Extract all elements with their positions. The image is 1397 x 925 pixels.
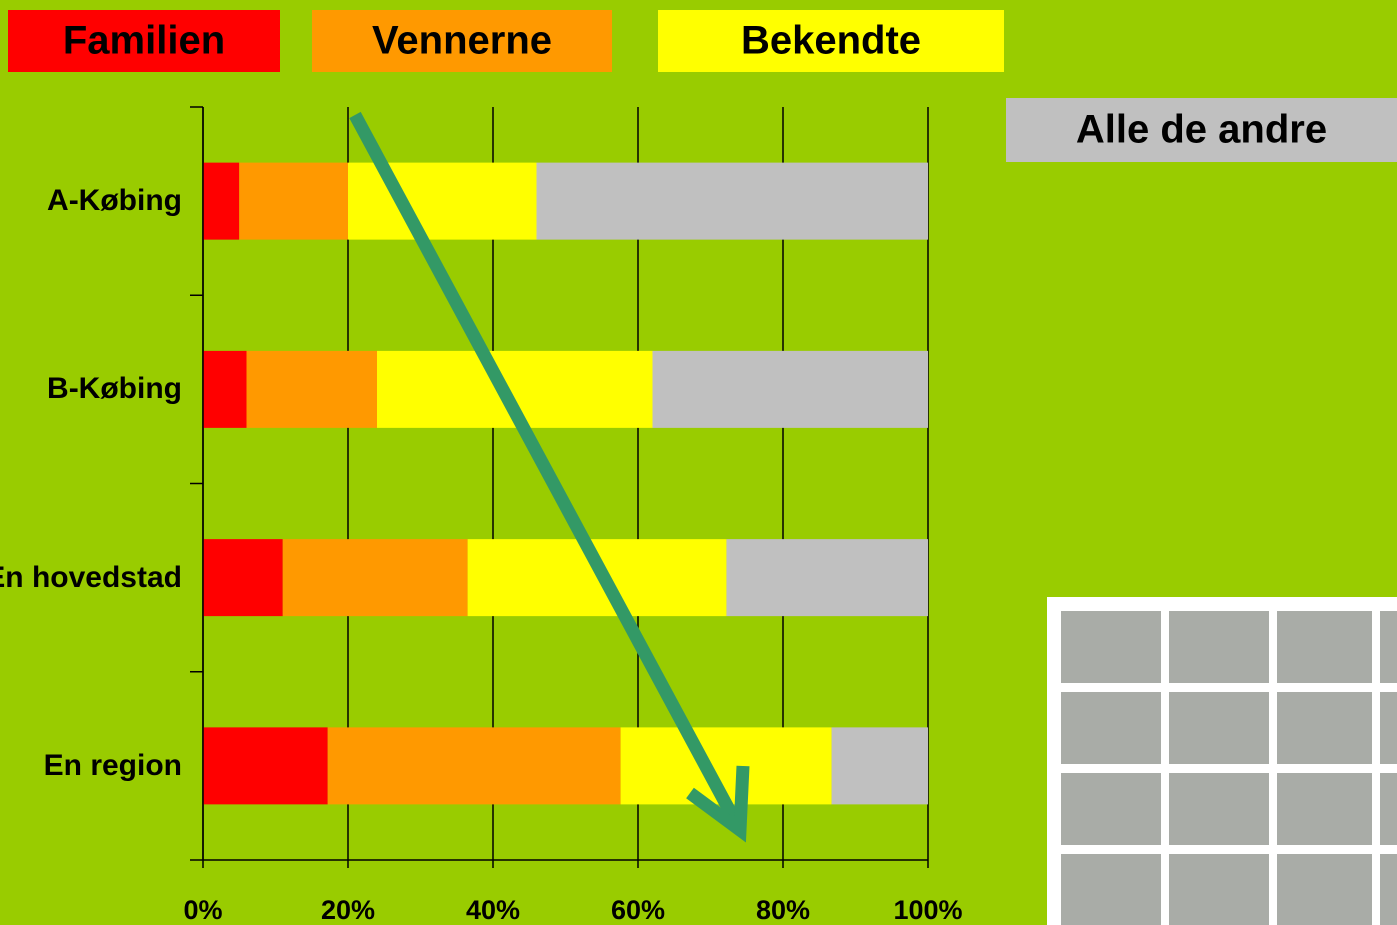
bar-segment (328, 727, 621, 804)
bar-segment (283, 539, 468, 616)
x-tick-label: 40% (466, 895, 520, 925)
x-tick-label: 80% (756, 895, 810, 925)
photo-grid (1047, 597, 1397, 925)
legend-label: Alle de andre (1076, 108, 1327, 152)
bar-segment (726, 539, 928, 616)
x-tick-label: 60% (611, 895, 665, 925)
slide: {"chart_data": {"type": "bar", "orientat… (0, 0, 1397, 925)
x-tick-label: 20% (321, 895, 375, 925)
category-label-box: A-Købing (0, 178, 182, 224)
bar-segment (203, 163, 239, 240)
bar-segment (653, 351, 929, 428)
category-label: A-Købing (47, 178, 182, 224)
bar-segment (239, 163, 348, 240)
x-tick-label: 0% (183, 895, 222, 925)
bar-segment (537, 163, 929, 240)
category-label-box: En hovedstad (0, 555, 182, 601)
bar-segment (247, 351, 378, 428)
legend-label: Bekendte (741, 19, 921, 63)
bar-segment (832, 727, 928, 804)
category-label-box: En region (0, 743, 182, 789)
legend-label: Familien (63, 19, 225, 63)
category-label: En region (44, 743, 182, 789)
category-label: En hovedstad (0, 555, 182, 601)
category-label-box: B-Købing (0, 366, 182, 412)
x-tick-label: 100% (893, 895, 962, 925)
bar-segment (348, 163, 537, 240)
legend-label: Vennerne (372, 19, 552, 63)
bar-segment (203, 727, 328, 804)
bar-segment (203, 351, 247, 428)
category-label: B-Købing (47, 366, 182, 412)
bar-segment (203, 539, 283, 616)
chart: Familien Vennerne Bekendte Alle de andre 0% 2… (0, 0, 1397, 925)
